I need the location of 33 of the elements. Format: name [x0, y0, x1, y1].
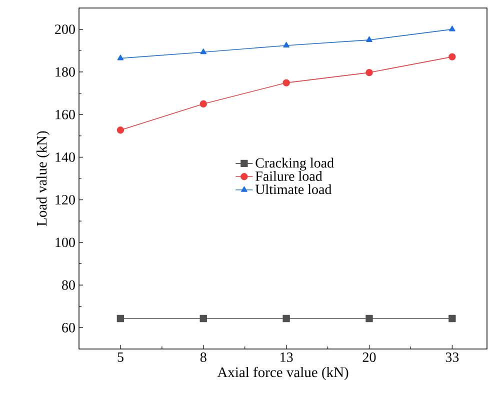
x-tick-label: 20	[362, 352, 376, 362]
legend-label: Ultimate load	[255, 184, 332, 194]
y-tick-label: 60	[62, 322, 75, 332]
point	[448, 314, 456, 322]
point	[117, 54, 124, 60]
x-tick-label: 8	[200, 352, 206, 362]
point	[116, 314, 124, 322]
point	[366, 314, 373, 322]
point	[366, 68, 373, 76]
point	[449, 26, 456, 32]
x-tick-label: 33	[446, 352, 459, 362]
point	[200, 48, 207, 54]
y-tick-label: 100	[56, 238, 75, 248]
point	[282, 79, 290, 86]
x-tick-label: 13	[280, 352, 293, 362]
point	[448, 53, 456, 60]
point	[116, 126, 124, 134]
y-tick-label: 160	[56, 110, 75, 120]
legend-label: Cracking load	[256, 158, 334, 171]
y-axis-title: Load value (kN)	[36, 131, 50, 226]
point	[366, 36, 372, 42]
point	[200, 314, 207, 322]
point	[282, 314, 290, 322]
y-tick-label: 80	[62, 280, 75, 290]
y-tick-label: 200	[55, 24, 75, 34]
y-tick-label: 180	[56, 67, 75, 77]
point	[283, 42, 290, 48]
y-tick-label: 120	[56, 195, 75, 205]
y-tick-label: 140	[56, 152, 75, 162]
legend-label: Failure load	[256, 171, 322, 181]
x-axis-title: Axial force value (kN)	[217, 366, 348, 380]
point	[200, 100, 207, 108]
x-tick-label: 5	[118, 352, 124, 362]
